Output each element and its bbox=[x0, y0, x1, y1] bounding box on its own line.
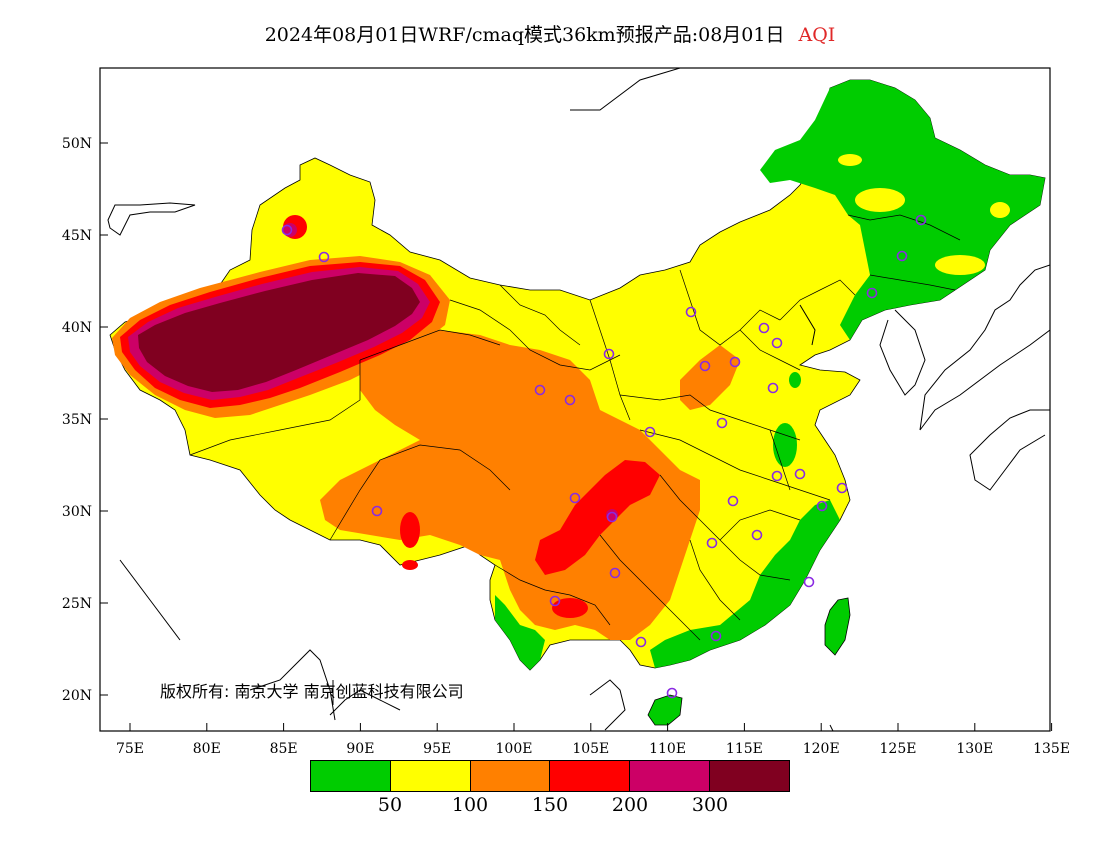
y-tick-label: 50N bbox=[62, 136, 92, 152]
chongqing-magenta-patch bbox=[606, 509, 618, 521]
east-green-patch bbox=[773, 423, 797, 467]
x-tick-label: 90E bbox=[346, 741, 374, 757]
station-marker bbox=[609, 567, 621, 579]
ne-yellow-patch-4 bbox=[990, 202, 1010, 218]
junggar-magenta-patch bbox=[283, 223, 297, 237]
station-marker bbox=[606, 511, 618, 523]
ne-yellow-patch-3 bbox=[838, 154, 862, 166]
legend-label: 50 bbox=[377, 794, 403, 816]
copyright-text: 版权所有: 南京大学 南京创蓝科技有限公司 bbox=[160, 682, 464, 701]
x-tick-label: 115E bbox=[726, 741, 763, 757]
station-marker bbox=[771, 470, 783, 482]
x-tick-label: 95E bbox=[423, 741, 451, 757]
ne-yellow-patch-2 bbox=[935, 255, 985, 275]
station-marker bbox=[836, 482, 848, 494]
station-marker bbox=[281, 224, 293, 236]
title-variable: AQI bbox=[798, 24, 836, 46]
x-tick-label: 75E bbox=[116, 741, 144, 757]
x-tick-label: 85E bbox=[270, 741, 298, 757]
station-marker bbox=[706, 537, 718, 549]
province-boundaries bbox=[189, 214, 961, 641]
y-tick-label: 45N bbox=[62, 228, 92, 244]
map-title: 2024年08月01日WRF/cmaq模式36km预报产品:08月01日 AQI bbox=[0, 20, 1100, 47]
legend-swatch-maroon bbox=[710, 761, 789, 791]
station-marker bbox=[729, 356, 741, 368]
station-marker bbox=[371, 505, 383, 517]
southwest-green-region bbox=[495, 595, 545, 670]
station-marker bbox=[896, 250, 908, 262]
x-tick-label: 120E bbox=[803, 741, 840, 757]
x-tick-label: 80E bbox=[193, 741, 221, 757]
station-marker bbox=[915, 214, 927, 226]
x-tick-label: 135E bbox=[1033, 741, 1070, 757]
station-marker bbox=[534, 384, 546, 396]
ne-yellow-patch bbox=[855, 188, 905, 212]
legend-labels: 50 100 150 200 300 bbox=[310, 794, 790, 818]
legend-label: 100 bbox=[451, 794, 489, 816]
station-marker bbox=[564, 394, 576, 406]
x-tick-label: 110E bbox=[649, 741, 686, 757]
station-marker bbox=[699, 360, 711, 372]
station-marker bbox=[803, 576, 815, 588]
station-marker bbox=[569, 492, 581, 504]
legend-label: 300 bbox=[691, 794, 729, 816]
title-main: 2024年08月01日WRF/cmaq模式36km预报产品:08月01日 bbox=[264, 24, 785, 46]
station-marker bbox=[751, 529, 763, 541]
external-boundaries bbox=[107, 68, 1050, 731]
taklamakan-maroon-core bbox=[138, 273, 420, 392]
station-marker bbox=[644, 426, 656, 438]
x-tick-label: 130E bbox=[956, 741, 993, 757]
station-marker bbox=[716, 417, 728, 429]
station-marker bbox=[603, 348, 615, 360]
y-tick-label: 25N bbox=[62, 596, 92, 612]
tibet-red-patch bbox=[400, 512, 420, 548]
legend-swatch-orange bbox=[470, 761, 551, 791]
map-plot-area: 版权所有: 南京大学 南京创蓝科技有限公司 bbox=[107, 68, 1050, 731]
station-marker bbox=[771, 337, 783, 349]
x-tick-label: 105E bbox=[572, 741, 609, 757]
legend-swatch-red bbox=[550, 761, 631, 791]
x-axis: 75E 80E 85E 90E 95E 100E 105E 110E 115E 120E 125E 1… bbox=[116, 723, 1070, 757]
legend-label: 200 bbox=[611, 794, 649, 816]
legend-swatch-green bbox=[311, 761, 391, 791]
y-tick-label: 30N bbox=[62, 504, 92, 520]
station-marker bbox=[727, 495, 739, 507]
y-tick-label: 40N bbox=[62, 320, 92, 336]
station-marker bbox=[685, 306, 697, 318]
southeast-green-region bbox=[650, 500, 840, 668]
station-marker bbox=[635, 636, 647, 648]
station-marker bbox=[794, 468, 806, 480]
shandong-green-patch bbox=[789, 372, 801, 388]
legend-label: 150 bbox=[531, 794, 569, 816]
station-marker bbox=[767, 382, 779, 394]
x-tick-label: 100E bbox=[496, 741, 533, 757]
taiwan-island bbox=[824, 597, 851, 656]
station-marker bbox=[710, 630, 722, 642]
station-marker bbox=[758, 322, 770, 334]
sichuan-red-region bbox=[535, 460, 660, 575]
plot-frame bbox=[99, 67, 1051, 732]
station-marker bbox=[866, 287, 878, 299]
station-markers bbox=[281, 214, 927, 699]
y-tick-label: 20N bbox=[62, 688, 92, 704]
legend-swatch-magenta bbox=[630, 761, 711, 791]
legend-swatch-yellow bbox=[390, 761, 471, 791]
x-tick-label: 125E bbox=[880, 741, 917, 757]
northeast-green-region bbox=[760, 80, 1045, 340]
station-marker bbox=[816, 500, 828, 512]
y-tick-label: 35N bbox=[62, 412, 92, 428]
hainan-island bbox=[647, 694, 683, 726]
central-orange-region bbox=[320, 330, 700, 640]
color-legend bbox=[310, 760, 790, 792]
guizhou-red-patch bbox=[552, 598, 588, 618]
north-orange-patch bbox=[680, 345, 740, 410]
station-marker bbox=[318, 251, 330, 263]
station-marker bbox=[666, 687, 678, 699]
y-axis: 50N 45N 40N 35N 30N 25N 20N bbox=[62, 136, 108, 704]
station-marker bbox=[549, 595, 561, 607]
tibet-red-patch-2 bbox=[402, 560, 418, 570]
